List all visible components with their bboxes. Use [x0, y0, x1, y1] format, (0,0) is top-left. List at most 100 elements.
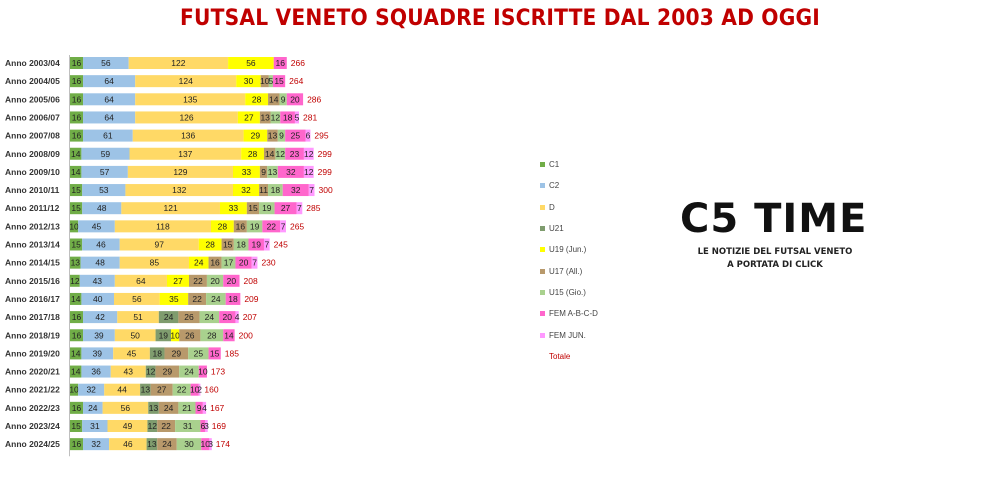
total-value-label: 264 — [289, 76, 303, 86]
segment-value-label: 16 — [72, 94, 82, 104]
row-label: Anno 2010/11 — [5, 185, 60, 195]
bar-segment-c2 — [83, 93, 136, 106]
segment-value-label: 129 — [173, 167, 187, 177]
bar-segment-u15 — [279, 93, 287, 106]
total-value-label: 167 — [210, 403, 224, 413]
row-label: Anno 2013/14 — [5, 240, 60, 250]
bar-segment-fem — [195, 401, 203, 414]
segment-value-label: 26 — [185, 330, 195, 340]
segment-value-label: 132 — [172, 185, 186, 195]
segment-value-label: 6 — [306, 131, 311, 141]
legend-item-u21: U21 — [540, 218, 598, 239]
segment-value-label: 24 — [184, 367, 194, 377]
segment-value-label: 3 — [204, 421, 209, 431]
bar-segment-u15 — [199, 311, 220, 324]
bar-segment-femjun — [294, 111, 300, 124]
total-value-label: 299 — [318, 149, 332, 159]
segment-value-label: 10 — [190, 385, 200, 395]
legend-swatch — [540, 332, 545, 338]
row-label: Anno 2014/15 — [5, 258, 60, 268]
segment-value-label: 22 — [161, 421, 171, 431]
segment-value-label: 9 — [279, 131, 284, 141]
bar-segment-c1 — [70, 383, 79, 396]
segment-value-label: 12 — [70, 276, 80, 286]
bar-segment-fem — [273, 57, 287, 69]
segment-value-label: 3 — [208, 439, 213, 449]
bar-segment-u15 — [270, 111, 281, 124]
segment-value-label: 20 — [223, 312, 233, 322]
row-label: Anno 2018/19 — [5, 330, 60, 340]
segment-value-label: 19 — [159, 330, 169, 340]
bar-segment-d — [119, 256, 189, 269]
segment-value-label: 7 — [309, 185, 314, 195]
legend-label: D — [549, 202, 555, 212]
segment-value-label: 18 — [236, 240, 246, 250]
legend-item-u17: U17 (All.) — [540, 260, 598, 281]
bar-segment-femjun — [209, 438, 212, 451]
row-label: Anno 2017/18 — [5, 312, 60, 322]
bar-segment-c1 — [70, 292, 82, 305]
segment-value-label: 7 — [252, 258, 257, 268]
bar-segment-c1 — [70, 311, 84, 324]
bar-segment-c2 — [81, 147, 130, 160]
bar-segment-femjun — [251, 256, 258, 269]
segment-value-label: 16 — [72, 330, 82, 340]
segment-value-label: 16 — [72, 403, 82, 413]
segment-value-label: 20 — [290, 94, 300, 104]
bar-segment-d — [104, 383, 141, 396]
row-label: Anno 2023/24 — [5, 421, 60, 431]
segment-value-label: 12 — [276, 149, 286, 159]
bar-segment-fem — [274, 202, 297, 215]
bar-segment-fem — [282, 184, 309, 197]
legend-item-c2: C2 — [540, 175, 598, 196]
bar-segment-fem — [223, 329, 235, 342]
bar-segment-c1 — [70, 238, 83, 251]
segment-value-label: 49 — [123, 421, 133, 431]
segment-value-label: 6 — [200, 421, 205, 431]
bar-segment-u19 — [219, 202, 247, 215]
bar-segment-u19 — [233, 184, 260, 197]
total-value-label: 299 — [318, 167, 332, 177]
bar-segment-u19 — [198, 238, 222, 251]
legend-label: FEM A-B-C-D — [549, 309, 598, 319]
bar-segment-fem — [285, 147, 304, 160]
legend-label: FEM JUN. — [549, 330, 586, 340]
bar-segment-d — [114, 220, 211, 233]
total-value-label: 245 — [274, 240, 288, 250]
bar-segment-d — [125, 184, 233, 197]
legend-label: U15 (Gio.) — [549, 287, 586, 297]
bar-segment-fem — [285, 129, 306, 142]
bar-segment-fem — [272, 75, 286, 88]
bar-segment-u15 — [179, 365, 199, 378]
bar-segment-fem — [262, 220, 281, 233]
segment-value-label: 24 — [164, 312, 174, 322]
total-value-label: 230 — [261, 258, 275, 268]
segment-value-label: 27 — [244, 112, 254, 122]
segment-value-label: 15 — [248, 203, 258, 213]
bar-segment-u19 — [233, 165, 260, 178]
segment-value-label: 22 — [177, 385, 187, 395]
segment-value-label: 5 — [269, 76, 274, 86]
bar-segment-d — [114, 292, 160, 305]
segment-value-label: 56 — [246, 58, 256, 68]
total-value-label: 281 — [303, 112, 317, 122]
total-value-label: 295 — [314, 131, 328, 141]
bar-segment-fem — [286, 93, 304, 106]
segment-value-label: 10 — [201, 439, 211, 449]
bar-segment-c2 — [79, 274, 115, 287]
bar-segment-c1 — [70, 256, 81, 269]
bar-segment-c1 — [70, 129, 84, 142]
bar-segment-d — [127, 165, 233, 178]
bar-segment-d — [135, 111, 238, 124]
segment-value-label: 28 — [248, 149, 258, 159]
segment-value-label: 29 — [172, 348, 182, 358]
bar-segment-u15 — [275, 147, 286, 160]
bar-segment-u15 — [268, 184, 283, 197]
segment-value-label: 15 — [274, 76, 284, 86]
bar-segment-u21 — [145, 365, 156, 378]
segment-value-label: 14 — [71, 367, 81, 377]
segment-value-label: 50 — [130, 330, 140, 340]
segment-value-label: 15 — [71, 240, 81, 250]
bar-segment-u19 — [241, 147, 264, 160]
